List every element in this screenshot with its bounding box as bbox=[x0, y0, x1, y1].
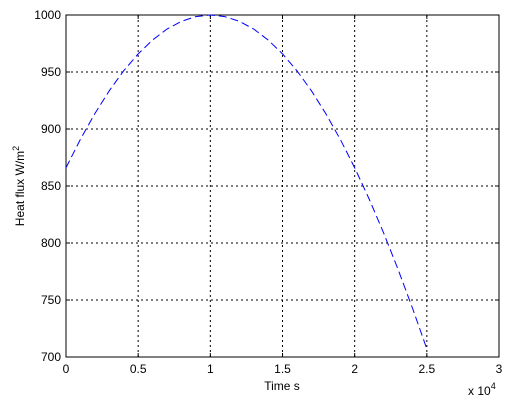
y-tick-label: 750 bbox=[41, 293, 61, 307]
y-tick-label: 800 bbox=[41, 236, 61, 250]
y-axis-label-sup: 2 bbox=[11, 146, 21, 151]
y-axis-label-text: Heat flux W/m bbox=[13, 151, 27, 226]
x-multiplier: x 104 bbox=[468, 381, 496, 398]
y-tick-label: 850 bbox=[41, 179, 61, 193]
y-tick-label: 1000 bbox=[34, 8, 61, 22]
y-tick-label: 900 bbox=[41, 122, 61, 136]
data-line bbox=[65, 14, 428, 350]
x-multiplier-text: x 10 bbox=[468, 384, 491, 398]
x-tick-label: 1.5 bbox=[274, 362, 291, 376]
x-tick-label: 3 bbox=[496, 362, 503, 376]
x-tick-label: 2 bbox=[351, 362, 358, 376]
x-tick-label: 1 bbox=[207, 362, 214, 376]
x-tick-label: 0 bbox=[63, 362, 70, 376]
x-tick-label: 0.5 bbox=[130, 362, 147, 376]
y-tick-label: 950 bbox=[41, 65, 61, 79]
x-tick-label: 2.5 bbox=[418, 362, 435, 376]
y-axis-label: Heat flux W/m2 bbox=[11, 146, 27, 226]
y-tick-label: 700 bbox=[41, 350, 61, 364]
x-multiplier-exp: 4 bbox=[491, 381, 496, 391]
x-axis-label: Time s bbox=[264, 379, 300, 393]
axes-box bbox=[65, 14, 500, 358]
